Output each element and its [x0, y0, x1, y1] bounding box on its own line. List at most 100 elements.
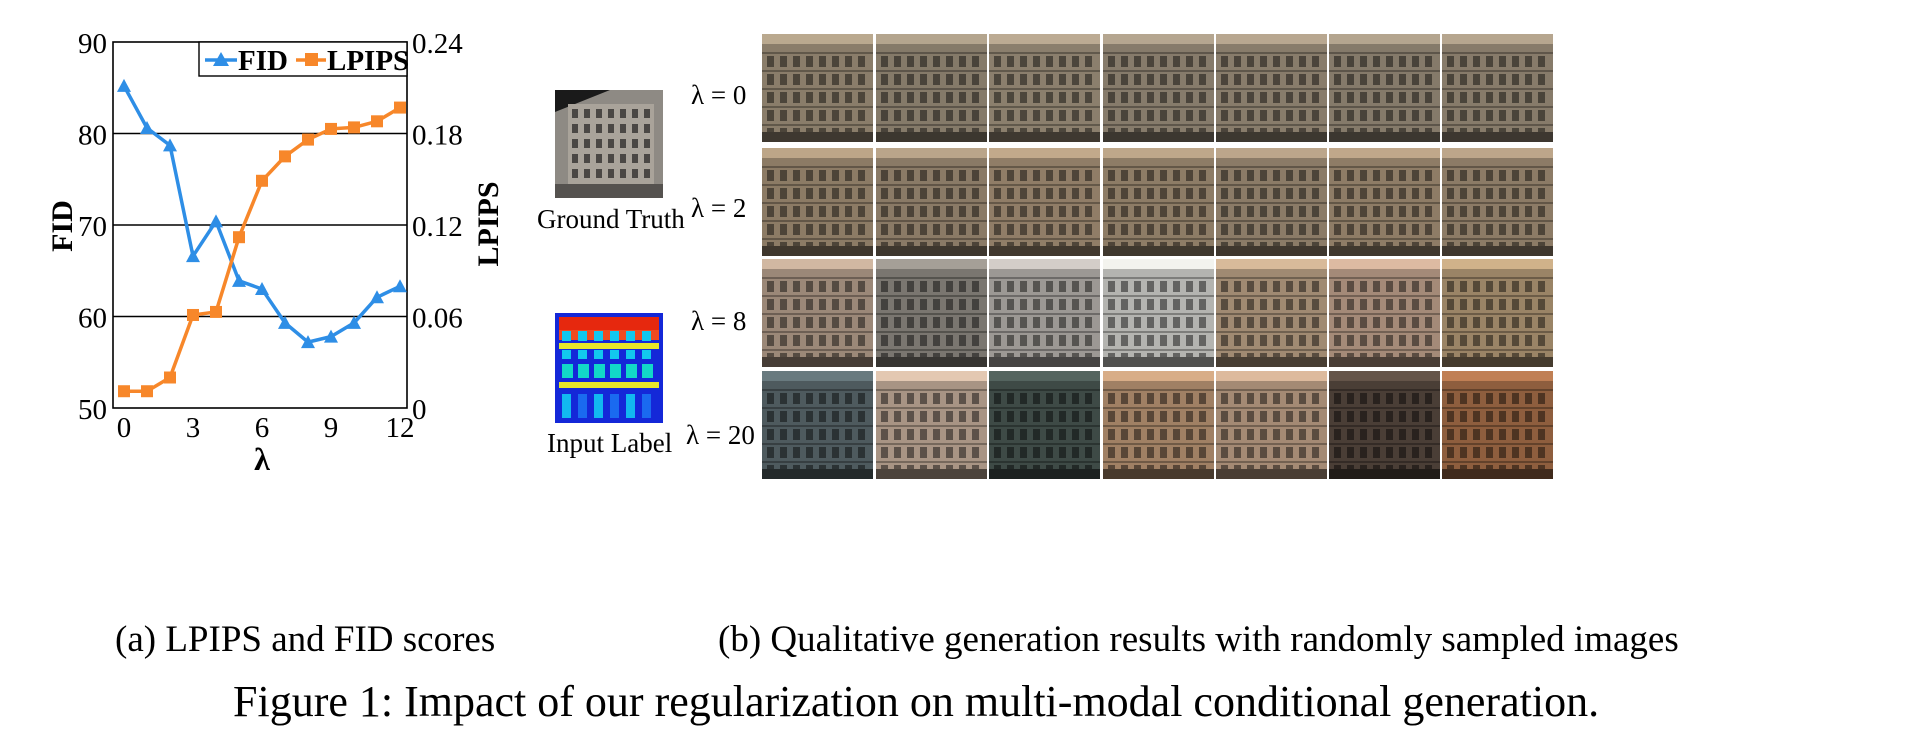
- gt-window: [644, 154, 650, 163]
- label-window: [578, 350, 587, 359]
- label-window: [626, 394, 635, 418]
- lambda-label-0: λ = 0: [691, 80, 747, 110]
- generated-image: [1442, 259, 1553, 367]
- generated-image: [762, 148, 873, 256]
- label-window: [594, 331, 603, 341]
- generated-image: [1442, 148, 1553, 256]
- data-point-fid: [370, 290, 384, 304]
- generated-image: [1442, 371, 1553, 479]
- label-window: [626, 331, 635, 341]
- generated-image: [876, 34, 987, 142]
- y-tick-left: 90: [78, 28, 107, 60]
- chart-legend: FID LPIPS: [198, 41, 409, 77]
- figure-caption: Figure 1: Impact of our regularization o…: [233, 677, 1600, 726]
- data-point-lpips: [371, 115, 383, 128]
- data-point-fid: [301, 335, 315, 349]
- x-tick: 9: [324, 412, 339, 444]
- x-tick: 6: [255, 412, 270, 444]
- gt-window: [620, 154, 626, 163]
- data-point-fid: [140, 121, 154, 135]
- generated-image: [876, 371, 987, 479]
- input-label-image: [555, 313, 663, 423]
- label-window: [610, 331, 619, 341]
- gt-window: [632, 124, 638, 133]
- label-window: [642, 350, 651, 359]
- gt-window: [584, 169, 590, 178]
- gt-window: [584, 124, 590, 133]
- gt-window: [572, 124, 578, 133]
- y-tick-right: 0.18: [412, 120, 463, 152]
- y-tick-right: 0: [412, 394, 427, 426]
- label-window: [562, 350, 571, 359]
- data-point-fid: [255, 282, 269, 296]
- y-axis-label-left: FID: [46, 200, 79, 252]
- y-tick-right: 0.12: [412, 211, 463, 243]
- gt-window: [608, 124, 614, 133]
- gt-window: [608, 169, 614, 178]
- gt-window: [608, 139, 614, 148]
- generated-image: [1329, 259, 1440, 367]
- generated-image: [1329, 371, 1440, 479]
- subcaption-b: (b) Qualitative generation results with …: [718, 619, 1679, 660]
- label-window: [562, 394, 571, 418]
- generated-image: [989, 34, 1100, 142]
- y-tick-left: 70: [78, 211, 107, 243]
- gt-window: [620, 109, 626, 118]
- data-point-lpips: [256, 174, 268, 187]
- label-window: [578, 331, 587, 341]
- data-point-fid: [163, 138, 177, 152]
- label-window: [594, 350, 603, 359]
- generated-image: [762, 34, 873, 142]
- lambda-label-8: λ = 8: [691, 306, 747, 336]
- label-window: [578, 394, 587, 418]
- label-window: [594, 364, 605, 378]
- x-tick: 0: [117, 412, 132, 444]
- data-point-fid: [393, 279, 407, 293]
- label-window: [610, 364, 621, 378]
- gt-window: [644, 124, 650, 133]
- y-tick-right: 0.06: [412, 303, 463, 335]
- gt-window: [596, 139, 602, 148]
- data-point-lpips: [141, 385, 153, 398]
- input-label-label: Input Label: [547, 428, 673, 458]
- x-tick: 3: [186, 412, 201, 444]
- gt-window: [620, 124, 626, 133]
- label-window: [578, 364, 589, 378]
- gt-window: [572, 139, 578, 148]
- y-tick-right: 0.24: [412, 28, 463, 60]
- generated-image: [762, 259, 873, 367]
- x-tick: 12: [386, 412, 415, 444]
- chart-ticks: 50 60 70 80 90 0 0.06 0.12 0.18 0.24 0 3 6 9 12: [78, 28, 463, 444]
- generated-image: [762, 371, 873, 479]
- gt-window: [572, 169, 578, 178]
- data-point-lpips: [302, 133, 314, 146]
- generated-image: [1103, 259, 1214, 367]
- generated-image: [989, 259, 1100, 367]
- label-window: [642, 331, 651, 341]
- gt-window: [632, 109, 638, 118]
- gt-window: [596, 154, 602, 163]
- gt-window: [584, 154, 590, 163]
- gt-window: [620, 169, 626, 178]
- data-point-lpips: [348, 121, 360, 134]
- lambda-label-2: λ = 2: [691, 193, 747, 223]
- label-window: [610, 394, 619, 418]
- gt-window: [596, 169, 602, 178]
- ground-truth-label: Ground Truth: [537, 204, 685, 234]
- subcaption-a: (a) LPIPS and FID scores: [115, 619, 496, 660]
- gt-window: [584, 139, 590, 148]
- label-window: [562, 331, 571, 341]
- data-point-fid: [209, 214, 223, 228]
- gt-window: [644, 169, 650, 178]
- data-point-fid: [347, 315, 361, 329]
- label-window: [594, 394, 603, 418]
- generated-image: [989, 148, 1100, 256]
- legend-label-lpips: LPIPS: [327, 45, 409, 77]
- x-axis-label: λ: [254, 441, 270, 477]
- generated-image: [1216, 259, 1327, 367]
- generated-image: [989, 371, 1100, 479]
- gt-window: [632, 169, 638, 178]
- data-point-lpips: [118, 385, 130, 398]
- label-window: [626, 364, 637, 378]
